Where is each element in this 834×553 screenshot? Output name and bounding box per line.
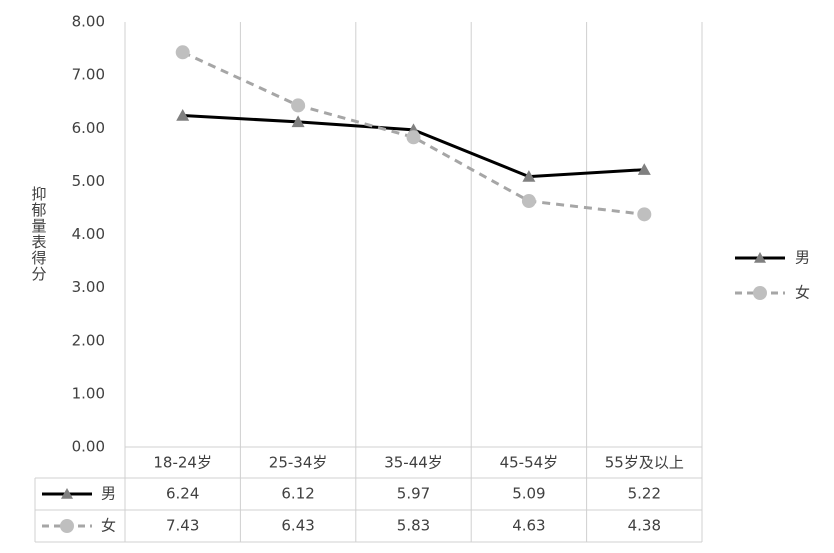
y-tick-label: 6.00 [72,119,105,137]
y-axis-title: 抑郁量表得分 [30,186,48,282]
y-tick-label: 3.00 [72,278,105,296]
table-value: 5.97 [397,485,430,503]
y-tick-label: 1.00 [72,384,105,402]
y-tick-label: 0.00 [72,438,105,456]
data-point [637,207,652,222]
series-line [182,50,645,216]
table-row-label: 女 [101,517,116,535]
legend-label: 女 [795,284,810,302]
table-row-label: 男 [101,485,116,503]
data-point [175,45,190,60]
x-tick-label: 45-54岁 [500,454,559,472]
legend-marker [61,488,73,499]
table-value: 6.24 [166,485,199,503]
data-point [637,163,651,175]
table-value: 6.43 [281,517,314,535]
table-value: 4.63 [512,517,545,535]
legend-marker [60,519,74,533]
data-point [521,194,536,209]
data-point [522,170,536,182]
y-tick-label: 8.00 [72,13,105,31]
legend-label: 男 [795,249,810,267]
data-point [291,115,305,128]
table-value: 7.43 [166,517,199,535]
data-point [406,130,421,145]
data-point [176,109,190,121]
data-point [291,98,306,113]
table-value: 5.22 [628,485,661,503]
table-value: 5.83 [397,517,430,535]
y-tick-label: 5.00 [72,172,105,190]
legend-marker [753,286,767,300]
y-tick-label: 4.00 [72,225,105,243]
y-tick-label: 2.00 [72,331,105,349]
y-tick-label: 7.00 [72,66,105,84]
x-tick-label: 35-44岁 [384,454,443,472]
x-tick-label: 18-24岁 [153,454,212,472]
legend-marker [754,252,766,263]
x-tick-label: 25-34岁 [269,454,328,472]
x-tick-label: 55岁及以上 [605,454,684,472]
table-value: 6.12 [281,485,314,503]
table-value: 5.09 [512,485,545,503]
table-value: 4.38 [628,517,661,535]
